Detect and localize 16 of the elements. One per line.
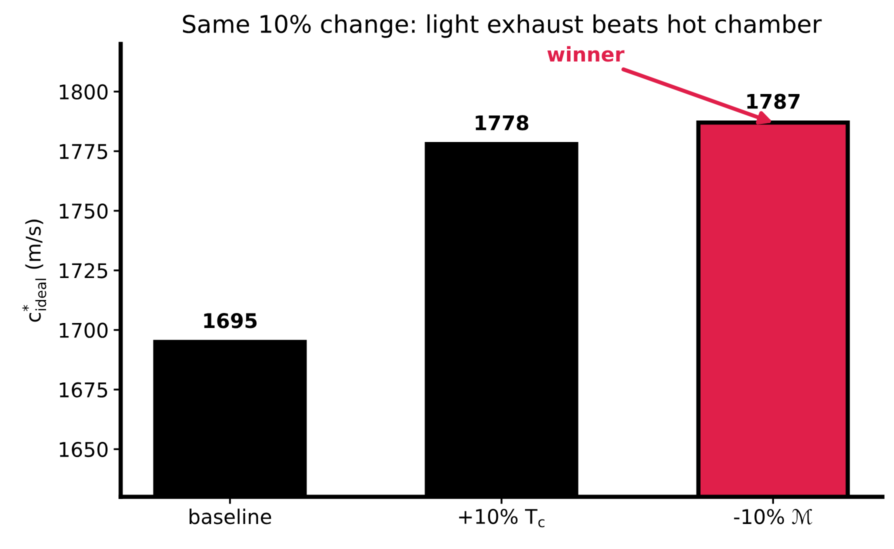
annotation: winner [547,46,624,62]
data-label: 1778 [476,115,528,130]
data-label: 1695 [204,313,257,328]
chart-title: Same 10% change: light exhaust beats hot chamber [182,14,822,38]
y-tick-label: 1725 [60,263,108,278]
y-tick-label: 1700 [60,322,108,338]
y-tick-label: 1650 [60,442,108,458]
y-tick-label: 1675 [60,382,108,398]
y-tick-label: 1775 [60,144,108,160]
data-label: 1787 [747,94,800,109]
y-axis-title: c$^{*}$$_{ideal}$ (m/s) [22,220,46,322]
x-tick-label: -10% ℳ [734,508,812,525]
x-tick-label: +10% T$_{c}$ [459,508,544,528]
y-tick-label: 1800 [60,84,108,100]
y-tick-label: 1750 [60,203,108,219]
x-tick-label: baseline [190,508,272,524]
